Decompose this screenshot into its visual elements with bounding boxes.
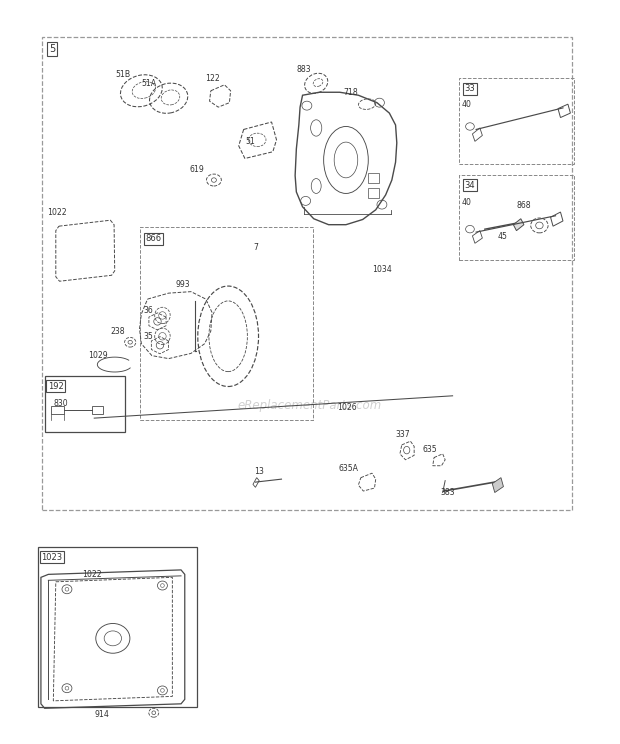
Text: 868: 868: [516, 201, 531, 210]
Text: 5: 5: [49, 44, 55, 54]
Text: 192: 192: [48, 382, 64, 391]
Bar: [368, 188, 379, 198]
Polygon shape: [492, 478, 503, 493]
Text: 36: 36: [144, 307, 154, 315]
Text: 635A: 635A: [339, 464, 358, 473]
Bar: [42, 37, 572, 510]
Text: 13: 13: [254, 467, 264, 476]
Text: 45: 45: [497, 232, 507, 241]
Text: 40: 40: [461, 100, 471, 109]
Text: 122: 122: [205, 74, 219, 83]
Bar: [459, 175, 574, 260]
Text: 866: 866: [145, 234, 161, 243]
Text: 1023: 1023: [42, 553, 63, 562]
Bar: [38, 547, 197, 707]
Text: eReplacementParts.com: eReplacementParts.com: [238, 399, 382, 412]
Text: 635: 635: [423, 445, 438, 454]
Text: 883: 883: [296, 65, 311, 74]
Text: 34: 34: [464, 181, 476, 190]
Text: 51A: 51A: [141, 79, 156, 88]
Text: 33: 33: [464, 84, 476, 93]
Text: 337: 337: [396, 430, 410, 439]
Polygon shape: [513, 219, 524, 231]
Bar: [459, 78, 574, 164]
Text: 51: 51: [245, 137, 255, 146]
Text: 619: 619: [190, 165, 205, 174]
Text: 40: 40: [461, 198, 471, 207]
Bar: [45, 376, 125, 432]
Text: 35: 35: [144, 332, 154, 341]
Text: 1029: 1029: [88, 351, 108, 360]
Bar: [368, 173, 379, 183]
Text: 238: 238: [110, 327, 125, 336]
Text: 914: 914: [95, 710, 110, 719]
Text: 7: 7: [253, 243, 258, 251]
Bar: [140, 227, 313, 420]
Text: 383: 383: [440, 488, 455, 497]
Bar: [92, 406, 103, 414]
Text: 718: 718: [343, 88, 358, 97]
Bar: [51, 406, 64, 414]
Text: 1026: 1026: [337, 403, 357, 412]
Text: 1022: 1022: [82, 570, 102, 579]
Text: 51B: 51B: [115, 70, 130, 79]
Text: 993: 993: [175, 280, 190, 289]
Text: 830: 830: [53, 399, 68, 408]
Text: 1034: 1034: [372, 265, 392, 274]
Text: 1022: 1022: [47, 208, 67, 217]
